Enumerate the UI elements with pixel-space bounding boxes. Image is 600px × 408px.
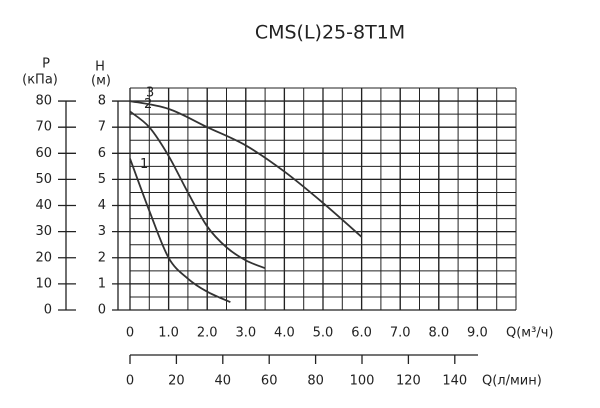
- x-tick-label: 6.0: [351, 326, 372, 341]
- x2-tick-label: 0: [126, 374, 134, 389]
- p-tick-label: 50: [35, 172, 52, 187]
- x-tick-label: 2.0: [197, 326, 218, 341]
- x2-tick-label: 100: [350, 374, 375, 389]
- p-tick-label: 60: [35, 146, 52, 161]
- curve: [129, 100, 363, 238]
- h-tick-label: 1: [98, 276, 106, 291]
- curve: [129, 110, 266, 270]
- p-tick-label: 70: [35, 120, 52, 135]
- curve-label: 3: [146, 86, 154, 101]
- x2-tick-label: 140: [442, 374, 467, 389]
- h-tick-label: 4: [98, 198, 106, 213]
- x-axis-label: Q(м³/ч): [506, 326, 553, 341]
- p-tick-label: 0: [44, 303, 52, 318]
- x2-tick-label: 80: [307, 374, 324, 389]
- h-axis-label: H: [95, 60, 105, 75]
- x-tick-label: 9.0: [467, 326, 488, 341]
- x-tick-label: 8.0: [428, 326, 449, 341]
- x2-tick-label: 40: [215, 374, 232, 389]
- h-axis-unit: (м): [91, 74, 111, 89]
- x-tick-label: 5.0: [313, 326, 334, 341]
- p-tick-label: 40: [35, 198, 52, 213]
- h-tick-label: 5: [98, 172, 106, 187]
- h-tick-label: 6: [98, 146, 106, 161]
- h-tick-label: 3: [98, 224, 106, 239]
- curve: [129, 158, 231, 303]
- p-tick-label: 10: [35, 276, 52, 291]
- curve-label: 1: [140, 157, 148, 172]
- p-axis-unit: (кПа): [22, 73, 58, 88]
- x-tick-label: 3.0: [235, 326, 256, 341]
- x2-tick-label: 20: [168, 374, 185, 389]
- x-tick-label: 4.0: [274, 326, 295, 341]
- h-tick-label: 8: [98, 94, 106, 109]
- p-axis-label: P: [42, 57, 50, 72]
- h-tick-label: 0: [98, 303, 106, 318]
- x-tick-label: 0: [126, 326, 134, 341]
- p-tick-label: 20: [35, 250, 52, 265]
- chart-title: CMS(L)25-8T1M: [255, 22, 405, 44]
- x-tick-label: 7.0: [390, 326, 411, 341]
- x2-tick-label: 120: [396, 374, 421, 389]
- x2-axis-label: Q(л/мин): [482, 374, 542, 389]
- x2-tick-label: 60: [261, 374, 278, 389]
- p-tick-label: 80: [35, 94, 52, 109]
- h-tick-label: 7: [98, 120, 106, 135]
- x-tick-label: 1.0: [158, 326, 179, 341]
- h-tick-label: 2: [98, 250, 106, 265]
- p-tick-label: 30: [35, 224, 52, 239]
